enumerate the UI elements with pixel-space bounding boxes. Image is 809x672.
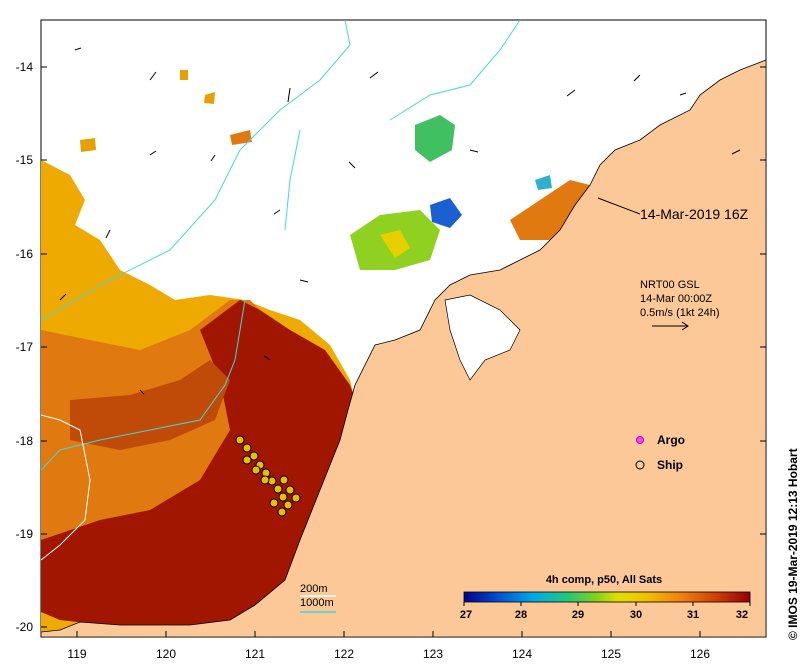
lon-label-122: 122 bbox=[334, 647, 354, 661]
land-mainland bbox=[41, 59, 766, 637]
current-scale-arrow bbox=[652, 321, 689, 331]
sst-field-hot bbox=[41, 300, 362, 628]
colorbar-tick-27: 27 bbox=[460, 609, 472, 621]
colorbar bbox=[463, 591, 751, 603]
colorbar-ticks bbox=[463, 602, 751, 606]
imos-credit: © IMOS 19-Mar-2019 12:13 Hobart bbox=[786, 448, 800, 640]
contour-legend-1000m: 1000m bbox=[300, 597, 334, 609]
colorbar-tick-29: 29 bbox=[572, 609, 584, 621]
lat-label-17: -17 bbox=[16, 340, 34, 354]
current-vectors bbox=[59, 47, 741, 395]
lat-label-19: -19 bbox=[16, 527, 34, 541]
sst-patch-small-1 bbox=[204, 92, 215, 104]
sst-patch-north bbox=[415, 115, 455, 162]
lon-label-125: 125 bbox=[601, 647, 621, 661]
current-legend-line3: 0.5m/s (1kt 24h) bbox=[640, 307, 719, 319]
lat-label-18: -18 bbox=[16, 434, 34, 448]
current-legend-line1: NRT00 GSL bbox=[640, 279, 700, 291]
timestamp-pointer bbox=[597, 197, 641, 215]
lat-label-14: -14 bbox=[16, 60, 34, 74]
lon-label-121: 121 bbox=[245, 647, 265, 661]
colorbar-tick-28: 28 bbox=[515, 609, 527, 621]
ship-marker-icon bbox=[635, 460, 645, 470]
colorbar-tick-30: 30 bbox=[630, 609, 642, 621]
colorbar-title: 4h comp, p50, All Sats bbox=[546, 574, 662, 586]
sst-patch-ne-cyan bbox=[535, 175, 552, 190]
sst-patch-small-2 bbox=[230, 130, 252, 145]
lat-label-16: -16 bbox=[16, 247, 34, 261]
lat-label-20: -20 bbox=[16, 620, 34, 634]
axis-ticks bbox=[41, 66, 766, 637]
sst-patch-yellow bbox=[380, 230, 410, 258]
ship-legend-label: Ship bbox=[657, 458, 683, 472]
colorbar-tick-32: 32 bbox=[736, 609, 748, 621]
lon-label-123: 123 bbox=[423, 647, 443, 661]
colorbar-tick-31: 31 bbox=[687, 609, 699, 621]
sst-patch-small-3 bbox=[180, 70, 188, 80]
sst-patch-brown bbox=[70, 360, 230, 450]
contour-1000m bbox=[41, 20, 521, 471]
land-bay-notch bbox=[444, 294, 521, 381]
argo-legend-label: Argo bbox=[657, 433, 685, 447]
contour-legend-200m: 200m bbox=[300, 583, 328, 595]
lon-label-124: 124 bbox=[512, 647, 532, 661]
timestamp-label: 14-Mar-2019 16Z bbox=[640, 206, 749, 222]
current-legend-line2: 14-Mar 00:00Z bbox=[640, 293, 712, 305]
contour-200m bbox=[41, 414, 91, 561]
ship-markers bbox=[235, 435, 301, 517]
lat-label-15: -15 bbox=[16, 153, 34, 167]
argo-marker-icon bbox=[636, 436, 644, 444]
lon-label-120: 120 bbox=[156, 647, 176, 661]
lon-label-119: 119 bbox=[67, 647, 86, 661]
lon-label-126: 126 bbox=[690, 647, 710, 661]
sst-patch-small-4 bbox=[80, 138, 96, 152]
sst-patch-blue bbox=[430, 198, 462, 228]
